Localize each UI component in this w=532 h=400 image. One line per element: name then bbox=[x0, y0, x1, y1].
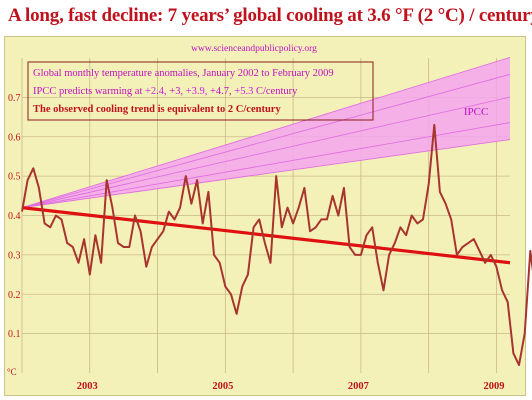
annotation-line-3: The observed cooling trend is equivalent… bbox=[33, 104, 281, 115]
x-tick-label: 2003 bbox=[77, 381, 98, 392]
ipcc-label: IPCC bbox=[464, 106, 488, 118]
anomaly-line bbox=[21, 123, 532, 367]
y-tick-label: 0.1 bbox=[8, 329, 21, 340]
y-tick-label: 0.7 bbox=[8, 93, 21, 104]
y-tick-label: 0.3 bbox=[8, 250, 21, 261]
ipcc-projection-line bbox=[21, 73, 511, 209]
ipcc-projection-band: IPCC bbox=[21, 56, 511, 209]
annotation-line-1: Global monthly temperature anomalies, Ja… bbox=[33, 68, 334, 79]
annotation-line-2: IPCC predicts warming at +2.4, +3, +3.9,… bbox=[33, 86, 298, 97]
anomaly-series bbox=[21, 123, 532, 367]
x-tick-label: 2009 bbox=[483, 381, 504, 392]
axes: 0.1 0.2 0.3 0.4 0.5 0.6 0.7 °C 2003 2005 2007 2009 bbox=[7, 93, 504, 392]
source-label: www.scienceandpublicpolicy.org bbox=[191, 44, 317, 54]
y-tick-label: 0.6 bbox=[8, 132, 21, 143]
y-tick-label: 0.4 bbox=[8, 211, 21, 222]
chart-headline-bar: A long, fast decline: 7 years’ global co… bbox=[0, 0, 532, 36]
ipcc-projection-line bbox=[21, 122, 511, 209]
chart-headline: A long, fast decline: 7 years’ global co… bbox=[8, 5, 532, 26]
ipcc-projection-line bbox=[21, 56, 511, 209]
y-tick-label: 0.5 bbox=[8, 172, 21, 183]
x-tick-label: 2007 bbox=[348, 381, 369, 392]
annotation-frame bbox=[27, 61, 374, 121]
y-tick-label: 0.2 bbox=[8, 290, 21, 301]
ipcc-projection-line bbox=[21, 96, 511, 209]
x-tick-label: 2005 bbox=[212, 381, 233, 392]
y-unit-label: °C bbox=[7, 367, 17, 377]
annotation-box: Global monthly temperature anomalies, Ja… bbox=[27, 61, 374, 121]
ipcc-projection-line bbox=[21, 139, 511, 209]
